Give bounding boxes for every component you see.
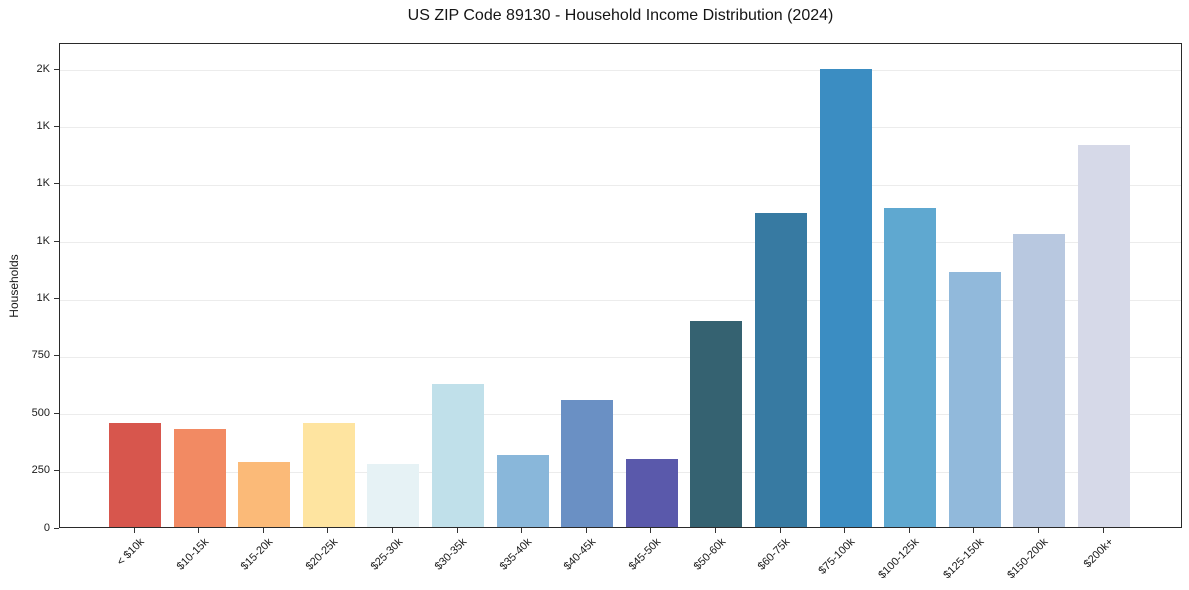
x-tick-label: $45-50k [626,536,664,573]
x-tick [456,528,458,533]
y-tick-label: 0 [43,521,50,534]
bar [367,464,420,527]
gridline [60,414,1181,416]
x-tick-label: $75-100k [816,536,858,577]
x-tick [973,528,975,533]
y-tick [54,470,59,472]
gridline [60,184,1181,186]
gridline [60,127,1181,129]
x-tick-label: $10-15k [174,536,212,573]
bar [948,272,1001,527]
x-tick [198,528,200,533]
x-tick-label: $35-40k [497,536,535,573]
y-tick [54,412,59,414]
bar [625,459,678,527]
y-tick-label: 500 [31,406,50,419]
y-axis-label: Households [7,254,21,318]
x-tick [521,528,523,533]
x-tick-label: < $10k [114,536,147,569]
bar [496,455,549,527]
bar [755,213,807,527]
y-tick-label: 2K [36,62,50,75]
x-tick-label: $200k+ [1081,536,1116,571]
y-tick-label: 250 [31,464,50,477]
bar [561,400,614,527]
x-tick-label: $125-150k [941,536,987,582]
x-tick [908,528,910,533]
x-tick [844,528,846,533]
x-tick [262,528,264,533]
y-tick-label: 1K [36,119,50,132]
y-tick [54,527,59,529]
y-tick-label: 1K [36,292,50,304]
bar [1078,145,1130,527]
y-tick [54,183,59,185]
y-tick [54,355,59,357]
x-tick-label: $40-45k [562,536,599,573]
x-tick [133,528,135,533]
bar [884,208,937,527]
bar [819,69,872,527]
bar [1013,234,1066,527]
x-tick-label: $25-30k [368,536,405,573]
bar [173,429,226,527]
y-tick [54,240,59,242]
y-tick [54,298,59,299]
x-tick [650,528,652,533]
y-tick [54,125,59,127]
y-tick-label: 1K [36,177,50,190]
y-tick-label: 1K [36,234,50,247]
x-tick-label: $150-200k [1005,536,1051,582]
bar [238,462,291,527]
x-tick [1102,528,1104,533]
y-tick [54,68,59,70]
x-tick [779,528,781,533]
gridline [60,242,1181,244]
x-tick-label: $60-75k [755,536,793,573]
x-tick-label: $50-60k [691,536,728,573]
x-tick-label: $30-35k [432,536,470,573]
x-tick [327,528,329,533]
plot-area [59,43,1182,528]
x-tick [714,528,716,533]
bar [109,423,161,527]
x-tick [1037,528,1039,533]
x-tick-label: $15-20k [239,536,276,573]
chart-title: US ZIP Code 89130 - Household Income Dis… [407,7,834,24]
x-tick [391,528,393,533]
gridline [60,299,1181,301]
x-tick-label: $20-25k [303,536,341,573]
x-tick-label: $100-125k [876,536,922,582]
y-tick-label: 750 [31,349,50,362]
bar [302,423,355,527]
x-tick [585,528,587,533]
gridline [60,70,1181,71]
bar [432,384,484,527]
gridline [60,356,1181,358]
gridline [60,471,1181,473]
bar [690,321,743,527]
